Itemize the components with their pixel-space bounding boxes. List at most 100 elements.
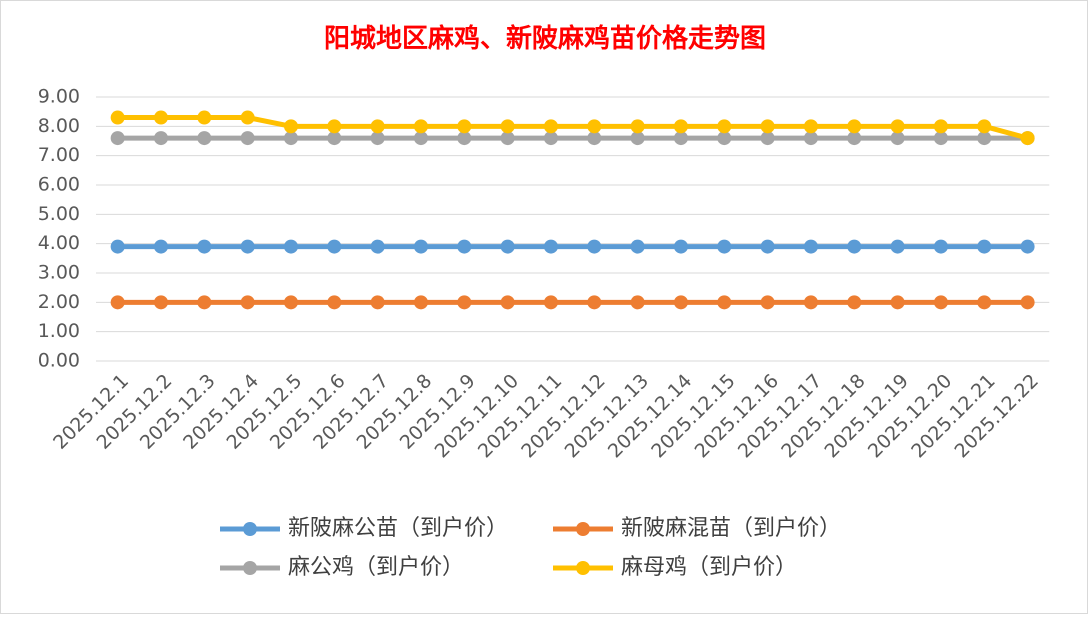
y-tick-label: 5.00 [38,203,80,225]
point [240,239,255,254]
point [283,119,298,134]
point [457,119,472,134]
point [933,295,948,310]
point [543,131,558,146]
point [197,131,212,146]
legend-label: 新陂麻公苗（到户价） [288,516,508,541]
point [803,131,818,146]
point [240,131,255,146]
point [717,239,732,254]
point [500,295,515,310]
y-tick-label: 6.00 [38,174,80,196]
point [283,295,298,310]
point [630,119,645,134]
point [977,119,992,134]
point [240,110,255,125]
point [500,119,515,134]
point [110,110,125,125]
point [413,295,428,310]
point [327,239,342,254]
point [370,239,385,254]
point [630,239,645,254]
legend-label: 新陂麻混苗（到户价） [621,516,841,541]
point [457,131,472,146]
point [110,239,125,254]
point [977,131,992,146]
y-tick-label: 1.00 [38,320,80,342]
point [153,239,168,254]
point [240,295,255,310]
y-tick-label: 9.00 [38,86,80,108]
point [587,295,602,310]
point [760,239,775,254]
point [587,131,602,146]
point [327,119,342,134]
y-tick-label: 3.00 [38,262,80,284]
legend-marker [243,522,257,536]
point [587,119,602,134]
point [543,295,558,310]
point [283,239,298,254]
chart-title: 阳城地区麻鸡、新陂麻鸡苗价格走势图 [324,23,766,54]
point [370,131,385,146]
y-tick-label: 7.00 [38,144,80,166]
series-line [117,115,1029,141]
point [803,119,818,134]
point [370,119,385,134]
point [760,119,775,134]
point [847,239,862,254]
point [890,239,905,254]
point [327,131,342,146]
legend-label: 麻公鸡（到户价） [288,555,464,580]
point [673,119,688,134]
point [890,295,905,310]
point [803,239,818,254]
y-tick-label: 0.00 [38,350,80,372]
point [933,119,948,134]
point [977,295,992,310]
point [803,295,818,310]
point [760,131,775,146]
point [457,295,472,310]
point [153,131,168,146]
point [543,239,558,254]
point [1020,239,1035,254]
point [327,295,342,310]
point [717,295,732,310]
point [630,131,645,146]
point [673,239,688,254]
point [457,239,472,254]
y-tick-label: 8.00 [38,115,80,137]
point [847,119,862,134]
point [197,239,212,254]
point [977,239,992,254]
legend-label: 麻母鸡（到户价） [621,555,797,580]
point [890,131,905,146]
point [847,295,862,310]
point [413,239,428,254]
point [110,131,125,146]
point [717,131,732,146]
point [933,239,948,254]
point [500,239,515,254]
point [630,295,645,310]
point [153,110,168,125]
point [543,119,558,134]
point [110,295,125,310]
point [933,131,948,146]
point [717,119,732,134]
point [413,119,428,134]
point [1020,295,1035,310]
point [413,131,428,146]
point [587,239,602,254]
point [370,295,385,310]
point [283,131,298,146]
legend-marker [576,561,590,575]
y-tick-label: 4.00 [38,232,80,254]
y-tick-label: 2.00 [38,291,80,313]
point [500,131,515,146]
point [1020,131,1035,146]
